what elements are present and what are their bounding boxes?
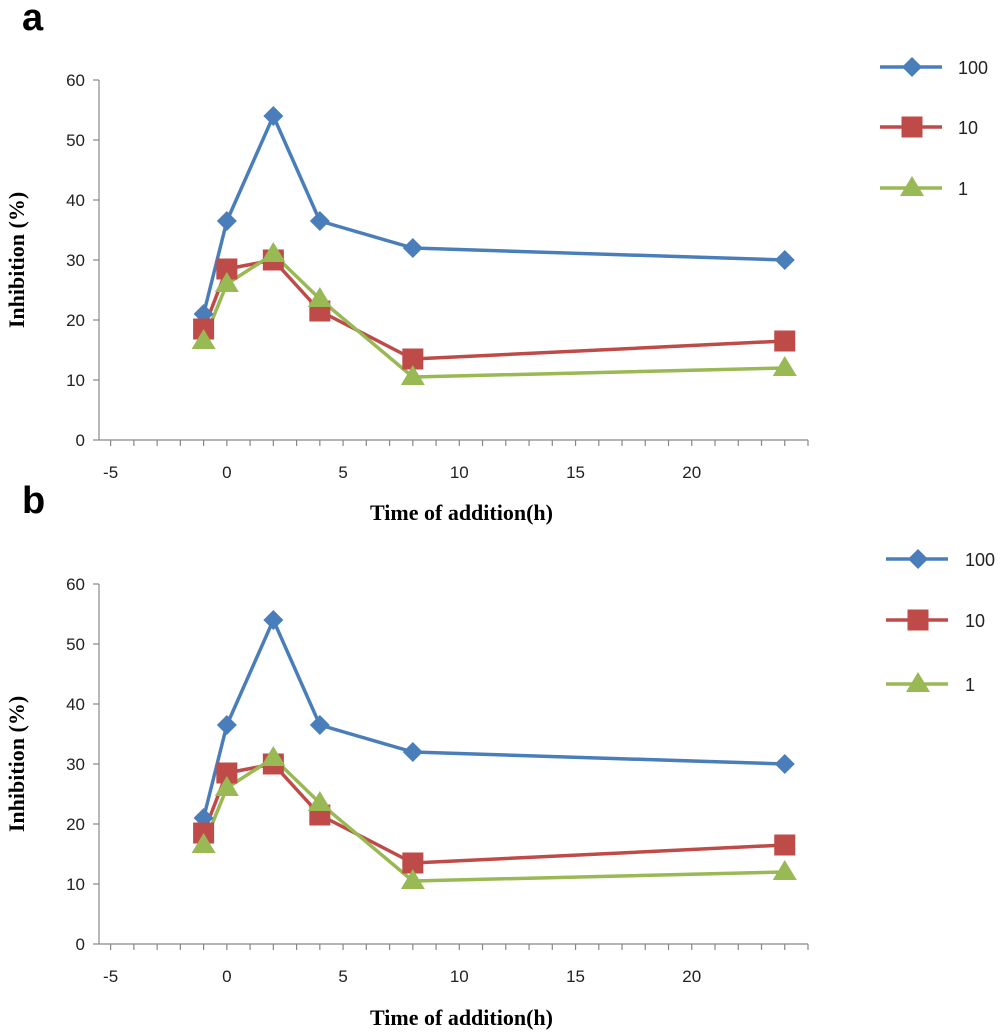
legend-entry-100: 100 [886,549,995,570]
data-point-10 [216,258,238,280]
legend-marker [900,176,924,196]
legend-entry-1: 1 [880,176,968,199]
legend-entry-1: 1 [886,672,975,695]
data-point-10 [402,852,424,874]
panel-letter: b [22,480,45,522]
data-point-100 [216,715,237,735]
y-tick-label: 30 [66,755,85,774]
x-axis-title: Time of addition(h) [370,1005,553,1030]
y-tick-label: 60 [66,71,85,90]
data-point-10 [774,834,796,856]
panel-letter: a [22,0,44,39]
x-tick-label: 10 [450,967,469,986]
x-tick-label: 15 [566,463,585,482]
x-tick-label: -5 [103,967,118,986]
data-point-100 [309,715,330,735]
y-tick-label: 10 [66,371,85,390]
data-point-1 [191,833,216,853]
y-tick-label: 10 [66,875,85,894]
x-tick-label: 0 [222,967,231,986]
y-tick-label: 0 [76,935,85,954]
x-tick-label: 20 [682,967,701,986]
legend-entry-100: 100 [880,57,988,78]
y-tick-label: 20 [66,311,85,330]
y-tick-label: 50 [66,635,85,654]
chart-panel-a: a 0 10 20 30 40 50 60 -5 0 5 10 15 20 Time of addition… [4,0,988,525]
data-point-100 [216,211,237,231]
x-tick-label: 20 [682,463,701,482]
legend-label: 100 [965,550,995,570]
data-point-100 [263,610,284,630]
legend-entry-10: 10 [886,609,985,631]
chart-panel-b: b 0 10 20 30 40 50 60 -5 0 5 10 15 20 Time of addition… [4,480,995,1030]
series-line-10 [201,762,785,865]
series-line-1 [201,252,785,379]
legend-label: 10 [958,118,978,138]
data-point-1 [772,860,797,880]
y-tick-label: 40 [66,191,85,210]
data-point-1 [261,746,286,766]
data-point-1 [191,329,216,349]
y-axis-title: Inhibition (%) [4,696,29,832]
series-line-1 [201,756,785,883]
data-point-100 [263,106,284,126]
y-tick-label: 0 [76,431,85,450]
x-tick-label: 0 [222,463,231,482]
y-tick-label: 50 [66,131,85,150]
legend-marker [908,549,928,569]
x-tick-label: 5 [338,967,347,986]
data-point-1 [772,356,797,376]
x-tick-label: 5 [338,463,347,482]
data-point-100 [309,211,330,231]
data-point-1 [214,776,239,796]
data-point-10 [402,348,424,370]
legend-entry-10: 10 [880,116,978,138]
legend-marker [902,57,922,77]
data-point-100 [402,742,423,762]
series-line-10 [201,258,785,361]
data-point-100 [774,250,795,270]
x-tick-label: -5 [103,463,118,482]
legend-label: 1 [965,675,975,695]
legend-label: 1 [958,179,968,199]
legend-label: 100 [958,58,988,78]
data-point-100 [402,238,423,258]
data-point-1 [307,287,332,307]
series-line-100 [201,114,785,315]
y-tick-label: 60 [66,575,85,594]
y-tick-label: 20 [66,815,85,834]
legend-marker [907,609,929,631]
legend-label: 10 [965,611,985,631]
legend-marker [901,116,923,138]
x-tick-label: 10 [450,463,469,482]
legend-marker [906,672,930,692]
data-point-1 [261,242,286,262]
data-point-1 [214,272,239,292]
y-tick-label: 40 [66,695,85,714]
data-point-10 [774,330,796,352]
data-point-100 [774,754,795,774]
data-point-1 [307,791,332,811]
y-axis-title: Inhibition (%) [4,192,29,328]
series-line-100 [201,618,785,819]
data-point-10 [216,762,238,784]
x-axis-title: Time of addition(h) [370,500,553,525]
y-tick-label: 30 [66,251,85,270]
data-point-1 [400,365,425,385]
data-point-1 [400,869,425,889]
x-tick-label: 15 [566,967,585,986]
